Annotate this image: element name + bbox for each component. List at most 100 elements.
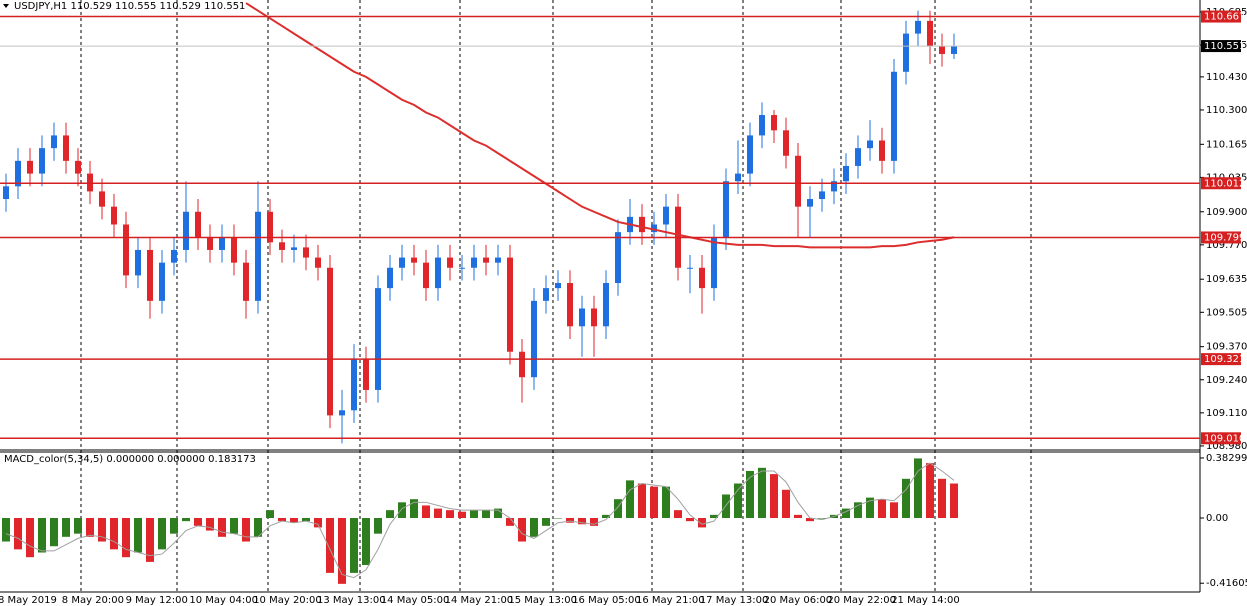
macd-bar	[578, 518, 586, 525]
menu-arrow[interactable]	[3, 4, 9, 8]
candle-body	[795, 155, 801, 207]
candle-body	[567, 283, 573, 327]
candle-body	[339, 410, 345, 416]
macd-bar	[866, 497, 874, 519]
candle-body	[879, 140, 885, 161]
candle-body	[615, 232, 621, 284]
level-tag-label: 109.321	[1204, 354, 1245, 365]
macd-bar	[758, 467, 766, 519]
macd-bar	[434, 508, 442, 519]
candle-body	[483, 257, 489, 263]
candle-body	[87, 173, 93, 192]
candle-body	[195, 211, 201, 238]
candle-body	[603, 283, 609, 327]
candle-body	[435, 257, 441, 289]
macd-bar	[878, 499, 886, 519]
y-tick-label: 0.00	[1206, 513, 1228, 524]
candle-body	[771, 115, 777, 131]
macd-bar	[914, 458, 922, 519]
y-tick-label: 108.980	[1206, 441, 1247, 452]
y-tick-label: 110.430	[1206, 72, 1247, 83]
macd-bar	[530, 518, 538, 537]
macd-bar	[638, 483, 646, 519]
macd-bar	[746, 470, 754, 519]
candle-body	[507, 257, 513, 352]
candle-body	[15, 160, 21, 187]
level-tag	[1201, 10, 1241, 23]
macd-bar	[230, 518, 238, 534]
candle-body	[363, 359, 369, 390]
candle-body	[231, 237, 237, 263]
macd-bar	[386, 510, 394, 519]
macd-bar	[950, 483, 958, 519]
candle-body	[711, 237, 717, 289]
price-tag-label: 110.551	[1204, 41, 1245, 52]
macd-bar	[110, 518, 118, 550]
candle-body	[375, 288, 381, 390]
candle-body	[759, 115, 765, 136]
candle-body	[495, 257, 501, 263]
candle-body	[243, 262, 249, 301]
candle-body	[639, 216, 645, 233]
macd-bar	[362, 518, 370, 566]
candle-body	[267, 211, 273, 243]
macd-bar	[410, 499, 418, 519]
candle-body	[927, 20, 933, 47]
price-tag	[1201, 40, 1241, 53]
y-tick-label: 109.770	[1206, 240, 1247, 251]
candle-body	[723, 181, 729, 238]
y-tick-label: -0.416058	[1206, 578, 1247, 589]
macd-bar	[242, 518, 250, 542]
macd-bar	[662, 486, 670, 519]
macd-bar	[674, 510, 682, 519]
moving-average	[245, 2, 955, 249]
macd-bar	[278, 518, 286, 522]
indicator-header: MACD_color(5,34,5) 0.000000 0.000000 0.1…	[4, 454, 256, 465]
candle-body	[447, 257, 453, 268]
macd-bar	[506, 518, 514, 526]
candle-body	[579, 308, 585, 327]
candle-body	[831, 181, 837, 192]
macd-bar	[602, 514, 610, 519]
candle-body	[891, 71, 897, 161]
candle-body	[291, 247, 297, 250]
level-tag-label: 110.012	[1204, 178, 1245, 189]
macd-bar	[482, 510, 490, 519]
macd-bar	[74, 518, 82, 534]
macd-bar	[710, 514, 718, 519]
signal-line	[5, 462, 955, 579]
macd-bar	[890, 502, 898, 519]
macd-bar	[614, 499, 622, 519]
x-tick-label: 14 May 21:00	[445, 595, 514, 606]
macd-bar	[926, 463, 934, 519]
macd-bar	[2, 518, 10, 542]
candle-body	[855, 148, 861, 166]
candle-body	[867, 140, 873, 149]
y-tick-label: 109.900	[1206, 207, 1247, 218]
macd-bar	[122, 518, 130, 558]
x-tick-label: 16 May 05:00	[572, 595, 641, 606]
candle-body	[843, 165, 849, 182]
macd-bar	[62, 518, 70, 537]
macd-bar	[698, 518, 706, 528]
candle-body	[39, 148, 45, 174]
macd-bar	[50, 518, 58, 547]
candle-body	[663, 206, 669, 225]
macd-bar	[86, 518, 94, 537]
candle-body	[111, 206, 117, 225]
macd-bar	[326, 518, 334, 573]
candle-body	[903, 33, 909, 72]
macd-bar	[254, 518, 262, 537]
y-tick-label: 109.505	[1206, 307, 1247, 318]
candle-body	[147, 249, 153, 301]
candle-body	[807, 199, 813, 207]
candle-body	[351, 359, 357, 411]
candle-body	[279, 242, 285, 250]
macd-bar	[290, 518, 298, 523]
macd-bar	[782, 489, 790, 519]
y-tick-label: 110.165	[1206, 139, 1247, 150]
macd-bar	[350, 518, 358, 573]
x-tick-label: 17 May 13:00	[700, 595, 769, 606]
candle-body	[819, 191, 825, 200]
macd-bar	[266, 510, 274, 519]
